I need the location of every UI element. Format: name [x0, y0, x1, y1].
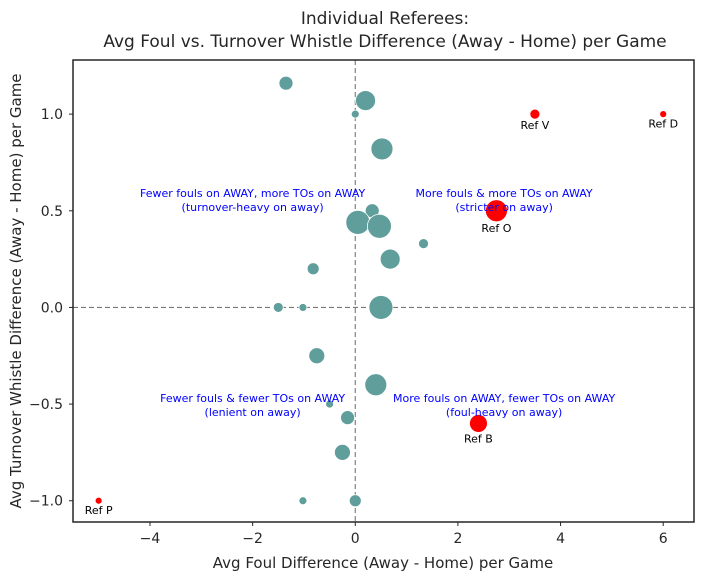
plot-area: Ref V Ref D Ref O Ref B Ref P Fewer fouls on …: [73, 60, 694, 522]
referee-point: [325, 399, 335, 409]
referee-point: [364, 373, 388, 397]
referee-point-label: Ref B: [464, 432, 493, 445]
y-tick-label: −0.5: [29, 397, 63, 413]
quadrant-annotation: More fouls on AWAY, fewer TOs on AWAY: [393, 392, 615, 405]
referee-point: [366, 213, 392, 239]
quadrant-annotation: Fewer fouls & fewer TOs on AWAY: [160, 392, 345, 405]
quadrant-annotation: Fewer fouls on AWAY, more TOs on AWAY: [140, 187, 366, 200]
quadrant-annotation: (turnover-heavy on away): [182, 201, 324, 214]
y-tick-label: 0.5: [41, 204, 63, 220]
referee-point: [272, 302, 284, 313]
highlighted-referee-point: [94, 496, 103, 505]
y-axis-label: Avg Turnover Whistle Difference (Away - …: [7, 73, 25, 508]
quadrant-annotation: (lenient on away): [205, 406, 301, 419]
referee-point: [379, 248, 401, 270]
highlighted-referee-point: [659, 110, 668, 119]
referee-point: [298, 496, 308, 506]
referee-point: [345, 209, 371, 235]
highlighted-referee-point: [469, 414, 488, 433]
referee-point: [368, 295, 394, 320]
chart-title-line-2: Avg Foul vs. Turnover Whistle Difference…: [103, 32, 666, 52]
referee-point: [348, 494, 362, 508]
x-tick-label: −2: [242, 531, 263, 547]
referee-point: [355, 90, 376, 111]
x-tick-label: −4: [140, 531, 161, 547]
referee-point: [350, 109, 360, 119]
x-axis-label: Avg Foul Difference (Away - Home) per Ga…: [213, 554, 553, 572]
y-axis-ticks: −1.0 −0.5 0.0 0.5 1.0: [29, 107, 73, 510]
referee-point: [334, 444, 351, 461]
referee-point: [298, 303, 308, 312]
referee-point-label: Ref D: [648, 118, 678, 131]
x-tick-label: 0: [351, 531, 360, 547]
highlighted-referee-point: [529, 108, 541, 120]
x-tick-label: 2: [453, 531, 462, 547]
y-tick-label: 1.0: [41, 107, 63, 123]
referee-point-label: Ref P: [85, 504, 113, 517]
x-axis-ticks: −4 −2 0 2 4 6: [140, 522, 668, 547]
referee-point-label: Ref O: [481, 222, 511, 235]
referee-point: [418, 238, 429, 250]
plot-frame: [72, 59, 695, 523]
referee-point: [340, 410, 355, 426]
x-tick-label: 6: [659, 531, 668, 547]
referee-point: [308, 347, 326, 365]
x-tick-label: 4: [556, 531, 565, 547]
chart-title-line-1: Individual Referees:: [301, 9, 469, 29]
referee-point-label: Ref V: [520, 119, 549, 132]
referee-point: [278, 75, 294, 91]
referee-point: [306, 262, 320, 276]
highlighted-referee-point: [485, 199, 508, 223]
referee-point: [370, 137, 394, 161]
quadrant-annotation: More fouls & more TOs on AWAY: [416, 187, 593, 200]
y-tick-label: 0.0: [41, 300, 63, 316]
quadrant-annotation: (foul-heavy on away): [446, 406, 562, 419]
quadrant-annotation: (stricter on away): [455, 201, 553, 214]
y-tick-label: −1.0: [29, 494, 63, 510]
